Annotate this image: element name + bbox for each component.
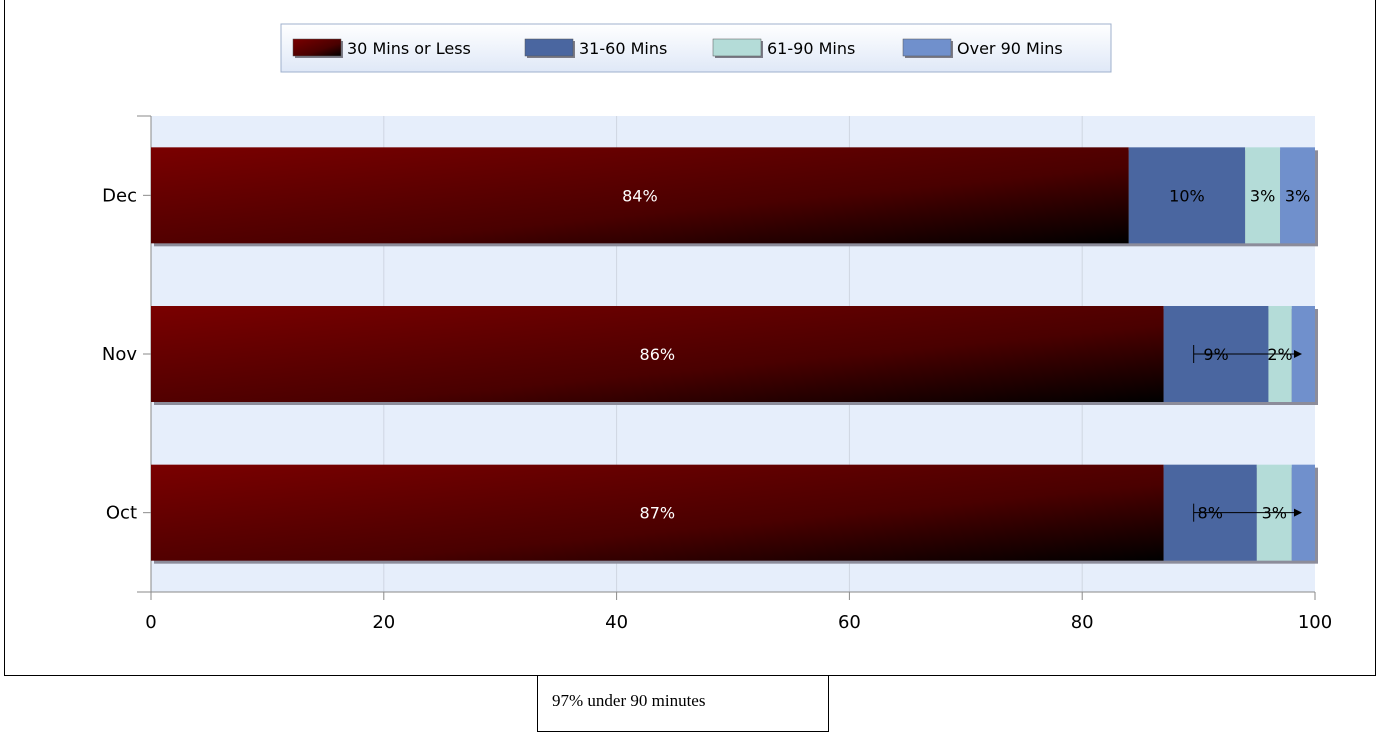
data-label: 86% [640,345,676,364]
legend-label: 31-60 Mins [579,39,667,58]
y-tick-label: Nov [102,344,137,365]
bar-segment [1291,306,1315,402]
data-label: 84% [622,186,658,205]
legend-label: Over 90 Mins [957,39,1063,58]
chart-frame: 30 Mins or Less 31-60 Mins 61-90 Mins Over … [4,0,1376,676]
bar-segment [151,306,1164,402]
stacked-bar-chart: 30 Mins or Less 31-60 Mins 61-90 Mins Over … [102,23,1332,633]
bar-segment [151,464,1164,561]
data-label: 10% [1169,186,1205,205]
y-tick-label: Dec [102,185,137,206]
legend: 30 Mins or Less 31-60 Mins 61-90 Mins Over … [280,23,1112,73]
data-label: 87% [640,504,676,523]
legend-box [280,23,1112,73]
x-tick-label: 0 [145,612,156,633]
legend-swatch [524,38,574,57]
legend-swatch [902,38,952,57]
x-tick-label: 20 [372,612,395,633]
bar-segment [1245,147,1281,244]
summary-note-text: 97% under 90 minutes [552,691,706,710]
bar-segment [1128,147,1246,244]
summary-note: 97% under 90 minutes [537,676,829,732]
x-tick-label: 60 [838,612,861,633]
bar-segment [1280,147,1315,244]
data-label: 3% [1250,186,1275,205]
x-tick-label: 40 [605,612,628,633]
x-tick-label: 100 [1298,612,1332,633]
bar-segment [1291,464,1315,561]
legend-label: 30 Mins or Less [347,39,471,58]
y-tick-label: Oct [106,503,137,524]
legend-swatch [712,38,762,57]
legend-label: 61-90 Mins [767,39,855,58]
x-tick-label: 80 [1071,612,1094,633]
legend-swatch [292,38,342,57]
bar-segment [151,147,1129,244]
data-label: 3% [1285,186,1310,205]
